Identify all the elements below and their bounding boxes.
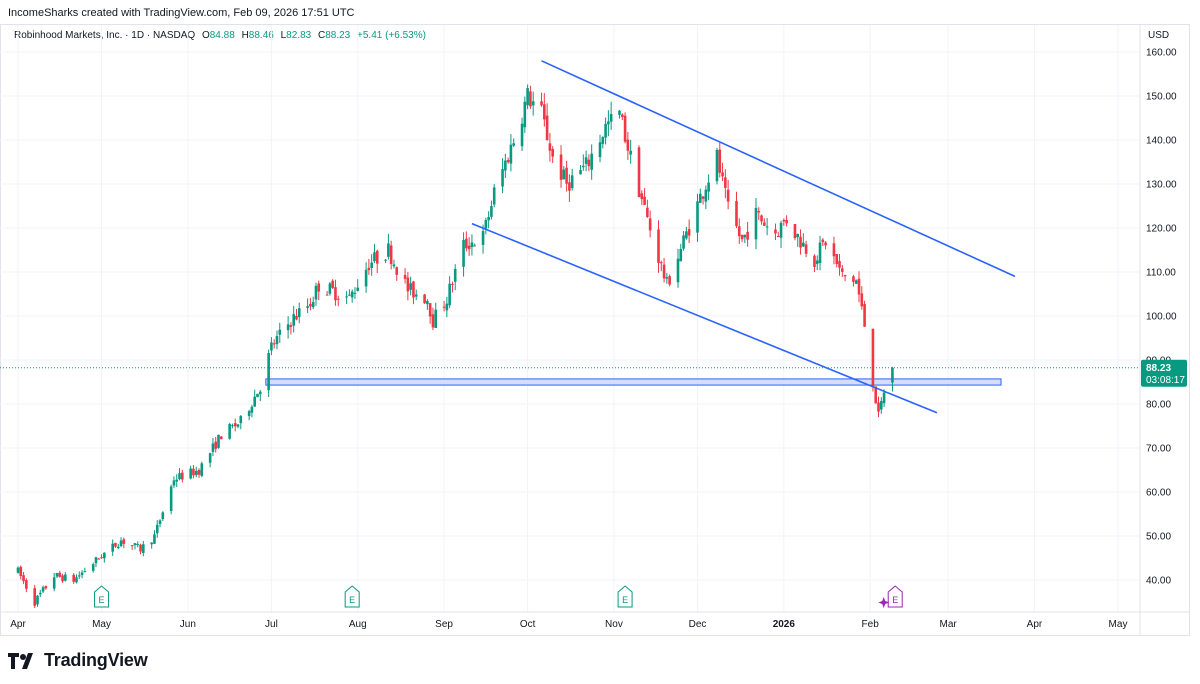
open-label: O [201, 30, 210, 41]
tradingview-logo[interactable]: TradingView [8, 650, 148, 671]
tradingview-logo-icon [8, 652, 33, 669]
low-value: 82.83 [286, 30, 312, 41]
high-value: 88.46 [248, 30, 274, 41]
brand-name: TradingView [44, 650, 148, 670]
close-value: 88.23 [325, 30, 351, 41]
high-label: H [241, 30, 249, 41]
symbol-legend: Robinhood Markets, Inc. · 1D · NASDAQ O8… [14, 30, 426, 41]
symbol-name[interactable]: Robinhood Markets, Inc. · 1D · NASDAQ [14, 30, 196, 41]
open-value: 84.88 [209, 30, 235, 41]
currency-label[interactable]: USD [1148, 30, 1170, 41]
low-label: L [280, 30, 287, 41]
close-label: C [317, 30, 326, 41]
attribution-text: IncomeSharks created with TradingView.co… [8, 7, 355, 19]
chart-frame[interactable] [0, 24, 1190, 636]
change-value: +5.41 (+6.53%) [357, 30, 426, 41]
